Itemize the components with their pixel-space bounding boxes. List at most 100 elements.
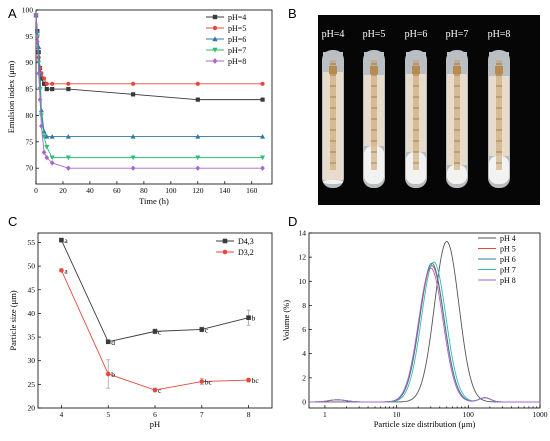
data-point-pH=6 <box>36 44 42 50</box>
data-point-pH=4 <box>44 86 49 92</box>
x-tick-label: 60 <box>113 186 121 195</box>
legend-marker <box>212 58 218 64</box>
tube-label: pH=8 <box>488 29 511 40</box>
x-axis-label: pH <box>150 419 160 429</box>
legend-marker <box>222 238 228 244</box>
y-tick-label: 25 <box>28 380 36 389</box>
data-point-D3,2 <box>152 387 158 393</box>
legend-marker <box>212 25 218 31</box>
y-tick-label: 45 <box>28 285 36 294</box>
data-point-pH=4 <box>66 86 71 92</box>
panel-letter-d: D <box>288 214 297 229</box>
y-axis-label: Volume (%) <box>281 300 291 341</box>
x-tick-label: 100 <box>463 410 475 419</box>
data-point-pH=4 <box>260 97 265 102</box>
data-point-pH=5 <box>260 81 265 86</box>
legend-label: pH 8 <box>500 276 516 285</box>
graduation-scale <box>371 60 377 170</box>
data-point-pH=7 <box>130 155 136 161</box>
test-tube: pH=4 <box>322 29 344 188</box>
plot-frame <box>35 9 273 185</box>
serum-layer <box>323 180 343 184</box>
tube-label: pH=5 <box>363 29 386 40</box>
x-tick-label: 7 <box>200 410 204 419</box>
data-point-pH=6 <box>195 134 201 139</box>
legend-marker <box>222 249 228 255</box>
x-tick-label: 8 <box>247 410 251 419</box>
graduation-scale <box>413 60 419 170</box>
graduation-scale <box>496 60 502 170</box>
data-point-pH=5 <box>50 81 55 86</box>
x-tick-label: 10 <box>393 410 401 419</box>
data-point-pH=7 <box>65 155 71 161</box>
y-tick-label: 95 <box>26 32 34 41</box>
legend-label: pH 4 <box>500 234 516 243</box>
data-point-pH=5 <box>41 76 47 81</box>
data-point-pH=6 <box>44 134 50 139</box>
x-tick-label: 0 <box>34 186 38 195</box>
legend-marker <box>212 14 218 20</box>
data-point-pH=8 <box>66 165 71 171</box>
data-point-pH=5 <box>66 81 71 86</box>
y-tick-label: 30 <box>28 356 36 365</box>
significance-label: b <box>252 314 256 323</box>
significance-label: a <box>64 266 68 275</box>
tube-stopper <box>495 66 503 74</box>
y-tick-label: 2 <box>302 373 306 382</box>
legend-label: pH=4 <box>228 13 246 22</box>
x-tick-label: 40 <box>86 186 94 195</box>
y-tick-label: 12 <box>299 253 307 262</box>
y-tick-label: 100 <box>22 6 34 15</box>
significance-label: a <box>64 236 68 245</box>
legend-marker <box>212 36 218 42</box>
data-point-D3,2 <box>246 377 251 383</box>
legend-label: pH=5 <box>228 24 246 33</box>
y-tick-label: 10 <box>299 277 307 286</box>
y-tick-label: 75 <box>26 137 34 146</box>
data-point-pH=8 <box>36 70 42 77</box>
x-tick-label: 120 <box>192 186 204 195</box>
photo-test-tubes: pH=4 pH=5 pH=6 pH=7 pH=8 <box>318 15 540 205</box>
x-axis-label: Particle size distribution (μm) <box>374 419 476 429</box>
panel-letter-c: C <box>8 214 17 229</box>
y-tick-label: 50 <box>28 262 36 271</box>
legend-marker <box>212 47 218 53</box>
legend-label: D4,3 <box>238 237 254 246</box>
data-point-pH=8 <box>37 96 43 103</box>
y-tick-label: 8 <box>302 301 306 310</box>
series-curve-pH 8 <box>308 267 540 403</box>
data-point-pH=8 <box>44 154 50 161</box>
y-tick-label: 85 <box>26 85 34 94</box>
y-tick-label: 80 <box>26 111 34 120</box>
data-point-pH=5 <box>130 81 136 86</box>
tube-stopper <box>370 66 378 74</box>
significance-label: c <box>158 327 162 336</box>
data-point-pH=4 <box>39 76 44 81</box>
y-axis-label: Particle size (μm) <box>8 290 18 350</box>
y-tick-label: 0 <box>302 397 306 406</box>
y-tick-label: 14 <box>299 229 307 238</box>
panel-letter-a: A <box>8 6 17 21</box>
data-point-pH=8 <box>195 165 201 171</box>
data-point-pH=8 <box>35 38 40 45</box>
data-point-pH=8 <box>33 12 39 19</box>
series-line-pH=8 <box>35 15 263 169</box>
tube-label: pH=7 <box>446 29 469 40</box>
data-point-pH=8 <box>49 160 55 166</box>
tube-stopper <box>453 66 461 74</box>
x-axis-label: Time (h) <box>139 196 169 206</box>
significance-label: bc <box>205 378 213 387</box>
data-point-pH=5 <box>44 81 49 86</box>
legend-label: pH 6 <box>500 255 516 264</box>
data-point-pH=6 <box>41 128 47 134</box>
x-tick-label: 6 <box>153 410 157 419</box>
data-point-pH=4 <box>195 97 200 102</box>
data-point-pH=4 <box>41 81 47 86</box>
legend-label: pH=6 <box>228 35 246 44</box>
x-tick-label: 1000 <box>533 410 548 419</box>
data-point-pH=6 <box>65 134 71 139</box>
data-point-D3,2 <box>105 371 111 377</box>
x-tick-label: 80 <box>140 186 148 195</box>
significance-label: d <box>111 338 115 347</box>
